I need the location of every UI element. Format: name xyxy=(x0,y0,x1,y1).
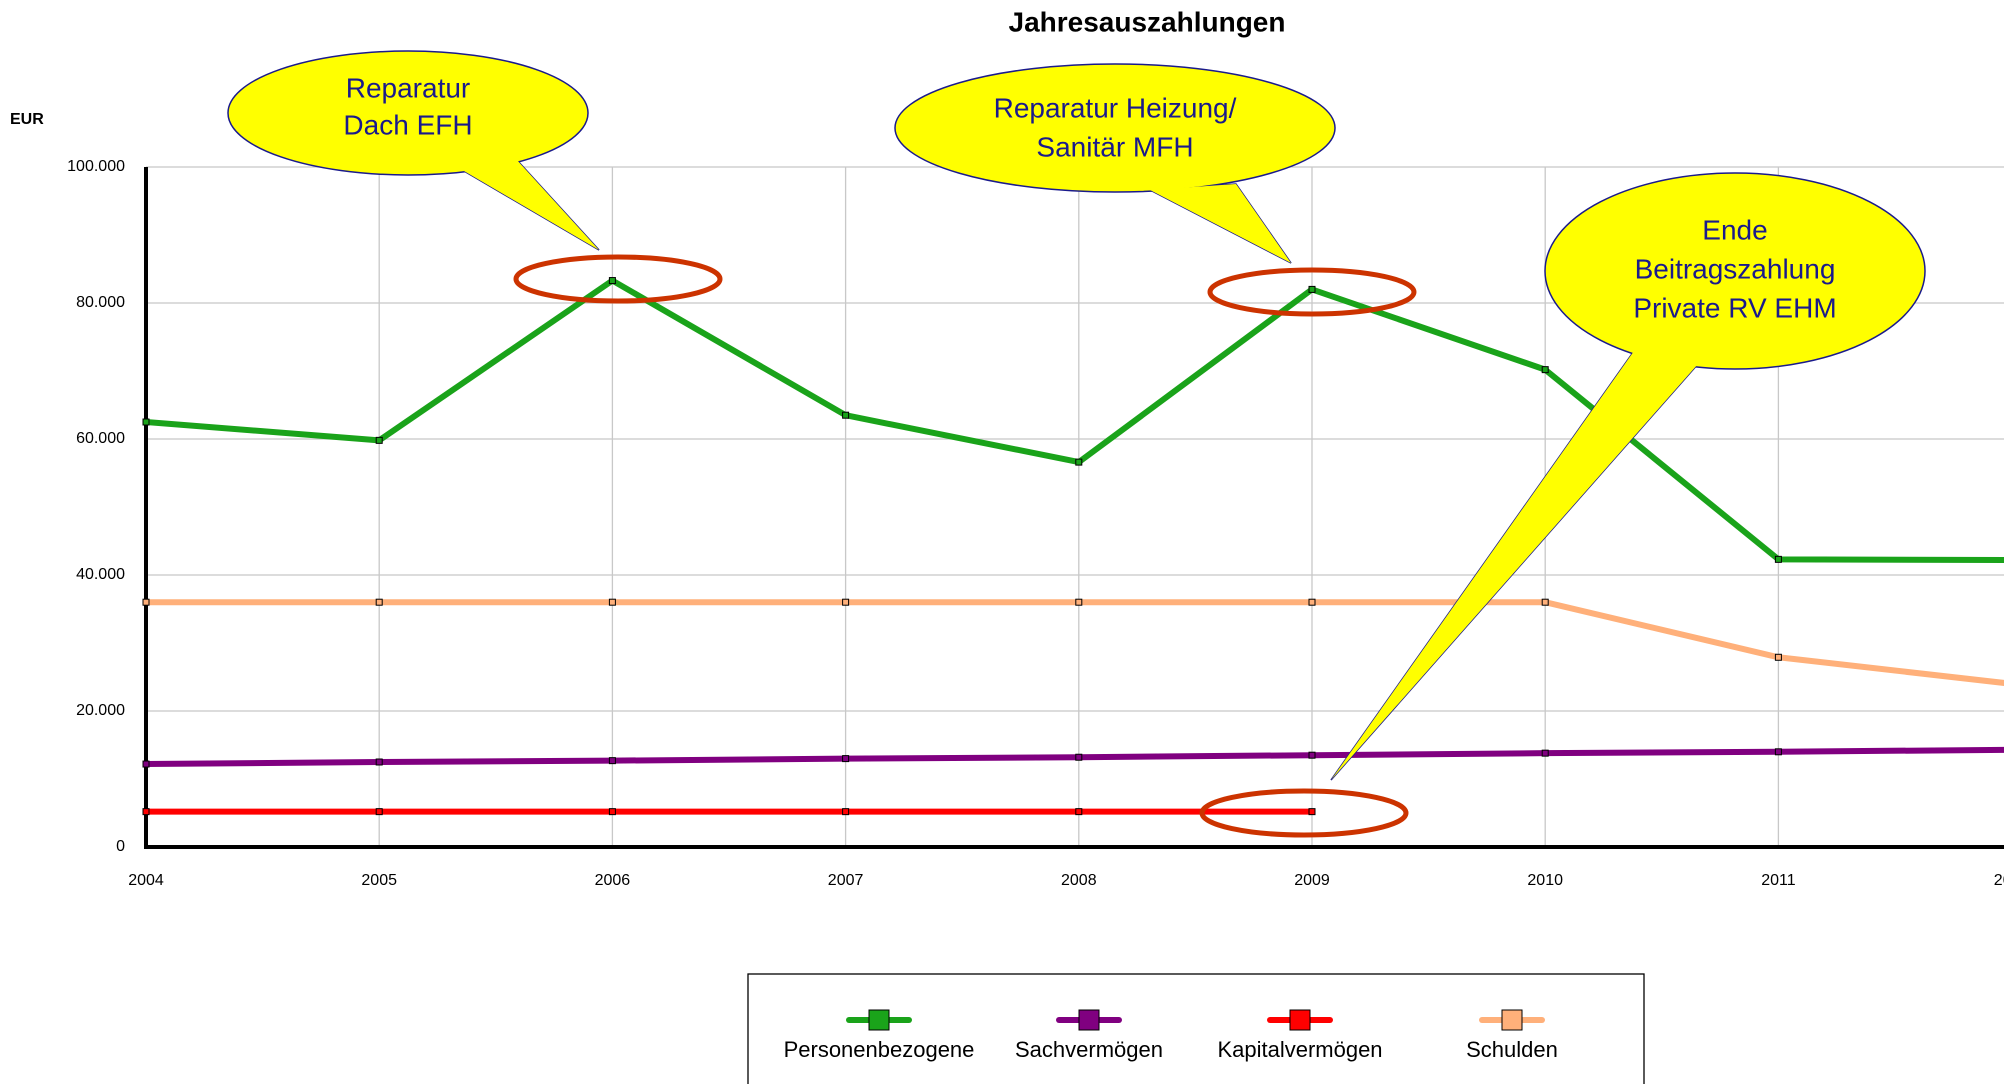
y-tick-label: 20.000 xyxy=(76,702,125,719)
point-marker xyxy=(375,436,383,444)
highlight-ring xyxy=(1207,267,1417,317)
point-marker xyxy=(842,598,850,606)
series-line xyxy=(146,599,2004,686)
point-marker xyxy=(142,418,150,426)
point-marker xyxy=(1774,748,1782,756)
point-marker xyxy=(842,808,850,816)
legend-label: Sachvermögen xyxy=(1015,1037,1163,1062)
callout-bubble xyxy=(894,63,1336,193)
point-marker xyxy=(375,598,383,606)
callout: Reparatur Dach EFH xyxy=(227,50,600,251)
point-marker xyxy=(1541,366,1549,374)
y-tick-label: 100.000 xyxy=(67,158,125,175)
chart-title: Jahresauszahlungen xyxy=(1009,6,1286,37)
highlight-ring xyxy=(1199,788,1409,838)
point-marker xyxy=(1308,751,1316,759)
point-marker xyxy=(1308,285,1316,293)
point-marker xyxy=(608,277,616,285)
point-marker xyxy=(375,808,383,816)
point-marker xyxy=(142,598,150,606)
callout-bubble xyxy=(227,50,589,176)
callout-text: Reparatur Heizung/ xyxy=(994,92,1237,123)
point-marker xyxy=(1774,653,1782,661)
y-tick-label: 0 xyxy=(116,838,125,855)
callout-pointer-cover xyxy=(1150,184,1291,263)
x-tick-label: 2004 xyxy=(128,872,164,889)
point-marker xyxy=(842,755,850,763)
point-marker xyxy=(1541,749,1549,757)
y-axis-label: EUR xyxy=(10,111,44,128)
y-tick-label: 40.000 xyxy=(76,566,125,583)
highlight-ring xyxy=(513,254,723,304)
x-tick-label: 2007 xyxy=(828,872,864,889)
x-tick-label: 2009 xyxy=(1294,872,1330,889)
y-tick-label: 60.000 xyxy=(76,430,125,447)
series-line xyxy=(145,746,2004,768)
legend-label: Schulden xyxy=(1466,1037,1558,1062)
x-tick-label: 2008 xyxy=(1061,872,1097,889)
point-marker xyxy=(1075,458,1083,466)
legend-swatch-marker xyxy=(868,1009,890,1031)
callout-text: Reparatur xyxy=(346,72,471,103)
callout: Ende Beitragszahlung Private RV EHM xyxy=(1330,172,1926,781)
y-tick-label: 80.000 xyxy=(76,294,125,311)
callout-text: Dach EFH xyxy=(343,109,472,140)
point-marker xyxy=(142,808,150,816)
callout-text: Sanitär MFH xyxy=(1036,131,1193,162)
point-marker xyxy=(1308,598,1316,606)
legend-swatch-marker xyxy=(1289,1009,1311,1031)
x-tick-label: 2006 xyxy=(595,872,631,889)
legend-swatch-marker xyxy=(1501,1009,1523,1031)
point-marker xyxy=(842,411,850,419)
callout-text: Ende xyxy=(1702,214,1767,245)
point-marker xyxy=(1541,598,1549,606)
x-tick-label: 2010 xyxy=(1527,872,1563,889)
callout: Reparatur Heizung/Sanitär MFH xyxy=(894,63,1336,264)
x-tick-label: 2012 xyxy=(1994,872,2004,889)
point-marker xyxy=(608,808,616,816)
point-marker xyxy=(1075,753,1083,761)
point-marker xyxy=(1075,808,1083,816)
point-marker xyxy=(608,598,616,606)
point-marker xyxy=(608,757,616,765)
callout-pointer-cover xyxy=(452,159,599,250)
x-tick-label: 2011 xyxy=(1761,872,1796,889)
point-marker xyxy=(1308,808,1316,816)
point-marker xyxy=(375,758,383,766)
legend-label: Personenbezogene xyxy=(784,1037,975,1062)
x-tick-label: 2005 xyxy=(361,872,397,889)
callout-text: Beitragszahlung xyxy=(1635,253,1836,284)
legend-label: Kapitalvermögen xyxy=(1217,1037,1382,1062)
point-marker xyxy=(142,760,150,768)
callout-text: Private RV EHM xyxy=(1633,292,1836,323)
callout-bubble xyxy=(1544,172,1926,370)
legend-box xyxy=(747,973,1645,1084)
callout-pointer-cover xyxy=(1331,351,1698,780)
point-marker xyxy=(1774,555,1782,563)
legend-swatch-marker xyxy=(1078,1009,1100,1031)
point-marker xyxy=(1075,598,1083,606)
